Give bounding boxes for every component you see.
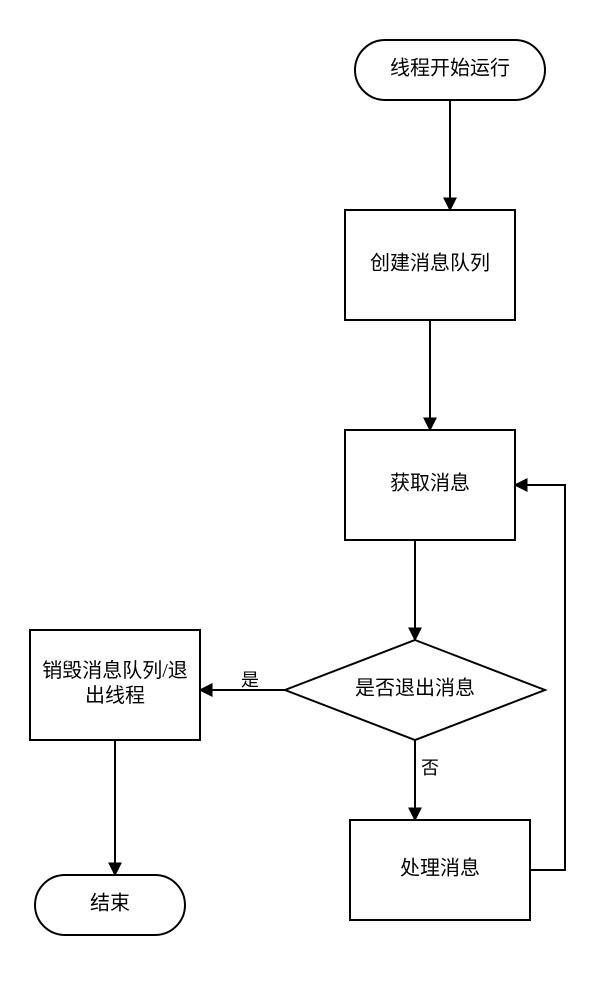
svg-text:是: 是 [241, 670, 259, 690]
svg-text:否: 否 [421, 758, 439, 778]
svg-text:获取消息: 获取消息 [390, 472, 470, 495]
svg-text:创建消息队列: 创建消息队列 [370, 252, 490, 275]
svg-text:线程开始运行: 线程开始运行 [390, 57, 510, 80]
svg-text:出线程: 出线程 [85, 684, 145, 707]
svg-text:结束: 结束 [90, 892, 130, 915]
svg-text:处理消息: 处理消息 [400, 857, 480, 880]
svg-text:是否退出消息: 是否退出消息 [355, 677, 475, 700]
svg-text:销毁消息队列/退: 销毁消息队列/退 [42, 659, 188, 682]
